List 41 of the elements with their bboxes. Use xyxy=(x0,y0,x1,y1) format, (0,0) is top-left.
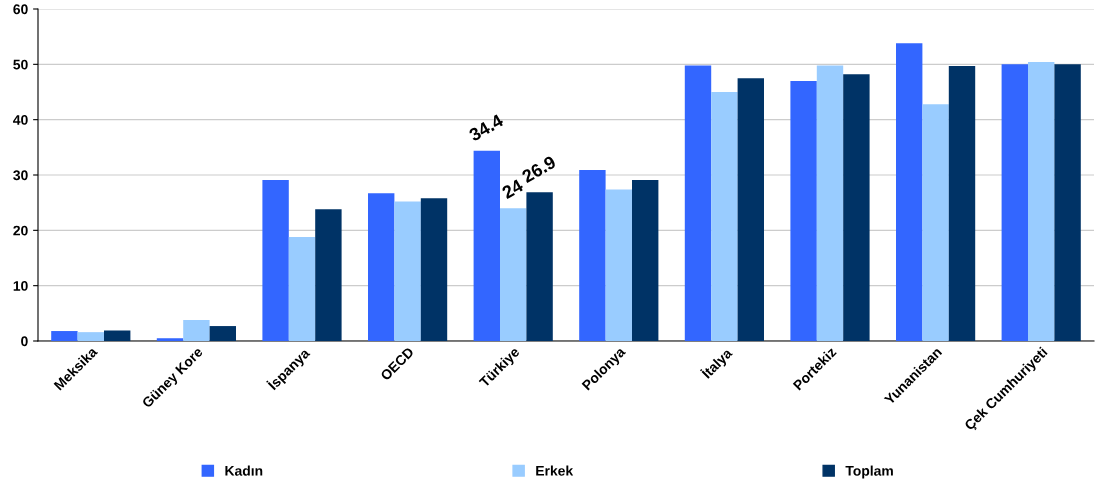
bar xyxy=(711,92,738,341)
bar xyxy=(209,326,236,341)
y-tick-label: 60 xyxy=(13,4,28,15)
y-tick-label: 10 xyxy=(13,281,28,291)
bar xyxy=(579,170,606,341)
bar xyxy=(288,236,316,341)
bar xyxy=(843,74,870,341)
bar xyxy=(156,338,184,341)
bar xyxy=(420,198,448,341)
legend-label: Erkek xyxy=(536,465,574,476)
bar xyxy=(315,209,342,341)
y-tick-label: 0 xyxy=(21,336,28,347)
bar xyxy=(368,193,395,341)
bar xyxy=(1001,64,1028,341)
y-tick-label: 50 xyxy=(13,59,28,70)
bar xyxy=(632,179,659,341)
bar xyxy=(922,104,949,341)
y-tick-label: 20 xyxy=(13,225,28,236)
bar xyxy=(816,65,844,341)
data-label: 34.4 xyxy=(467,113,505,142)
bar xyxy=(473,150,500,341)
y-tick-label: 40 xyxy=(13,115,28,125)
bar xyxy=(684,65,712,341)
bar xyxy=(737,78,764,341)
bar xyxy=(500,208,527,341)
bar xyxy=(183,319,210,341)
legend-label: Kadın xyxy=(225,465,263,476)
bar xyxy=(1028,62,1055,341)
bar xyxy=(104,330,131,341)
bar xyxy=(605,189,632,341)
bar xyxy=(790,80,817,341)
bar xyxy=(51,331,78,341)
bar xyxy=(262,179,289,341)
bar xyxy=(1054,64,1081,341)
bar xyxy=(896,43,923,341)
bar xyxy=(948,65,976,341)
bar xyxy=(77,332,104,341)
legend-label: Toplam xyxy=(845,465,893,479)
y-tick-label: 30 xyxy=(13,170,28,181)
bar xyxy=(394,201,421,341)
bar xyxy=(526,192,553,341)
